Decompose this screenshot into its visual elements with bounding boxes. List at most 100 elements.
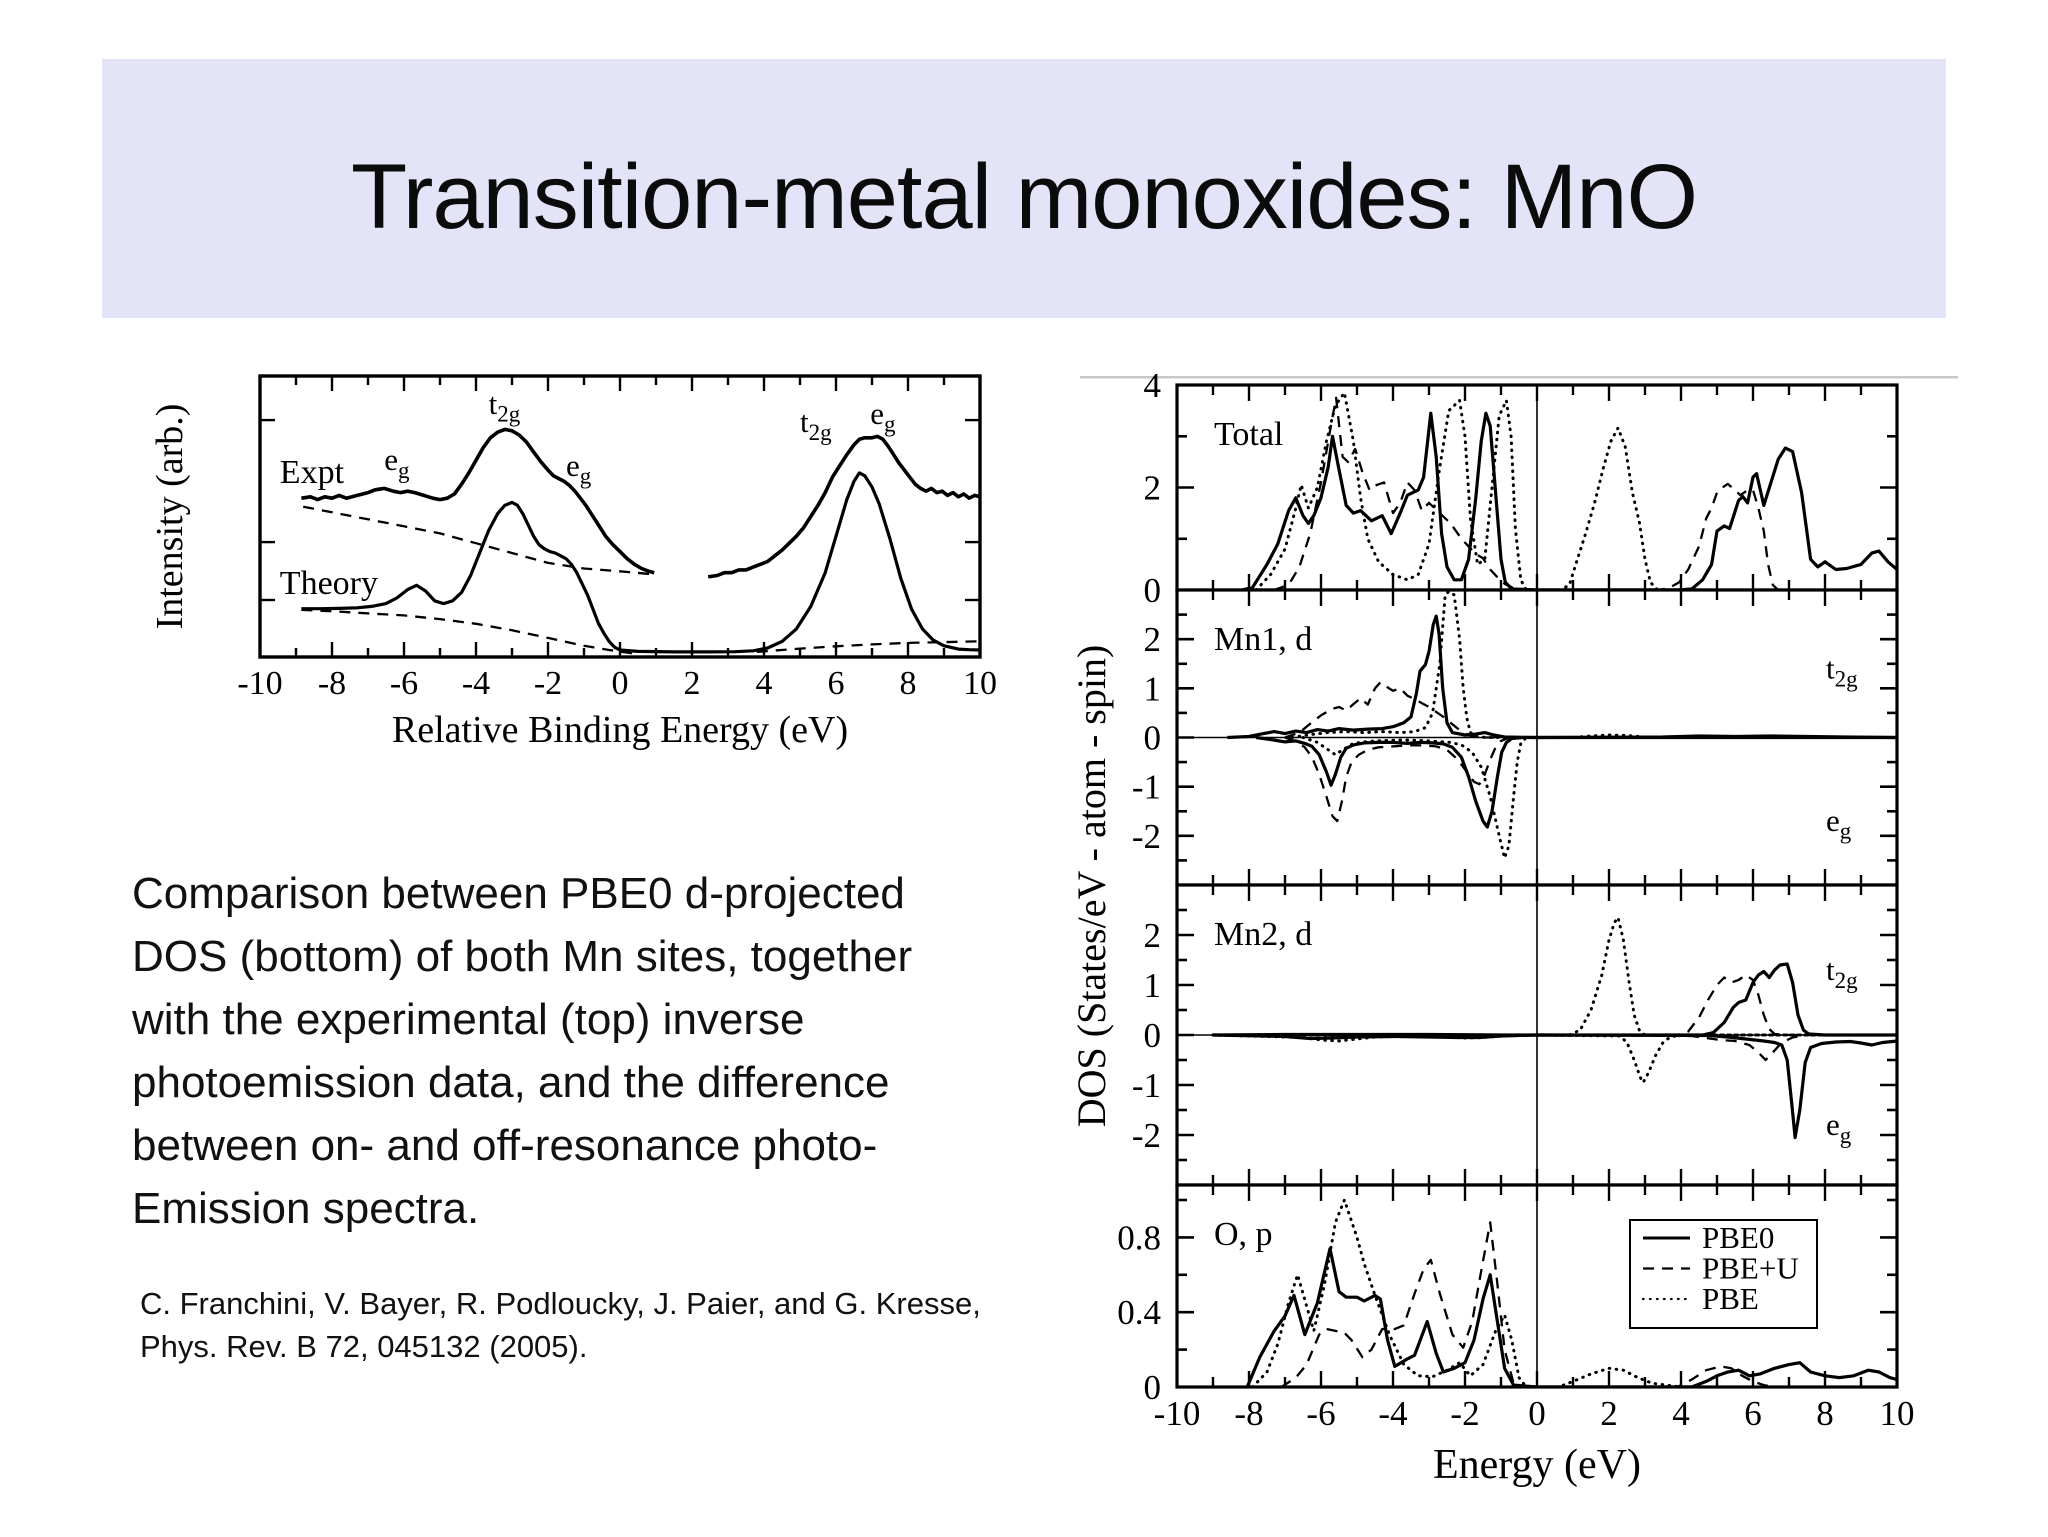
series-theory-background	[301, 608, 635, 655]
x-tick-label: 0	[1528, 1394, 1546, 1433]
dos-figure: 0 2 4 Total -2 -1 0 1 2 Mn1, d t2g eg -2 -1 0 1 2 Mn2, d t…	[1069, 362, 1980, 1537]
x-tick-label: -4	[462, 665, 490, 702]
ipes-plot: -10 -8 -6 -4 -2 0 2 4 6 8 10 Relative Binding Energ…	[149, 374, 997, 751]
series-mn1-pbeu-up	[1284, 681, 1896, 739]
x-tick-label: 8	[1816, 1394, 1834, 1433]
series-theory	[301, 471, 979, 654]
series-mn1-pbeu-down	[1284, 736, 1896, 823]
x-tick-label: -6	[390, 665, 418, 702]
x-tick-label: 2	[684, 665, 701, 702]
y-tick-label: 2	[1144, 620, 1162, 659]
plot-frame	[258, 374, 982, 659]
x-tick-label: -6	[1306, 1394, 1335, 1433]
series-mn1-pbe-up	[1290, 591, 1896, 739]
x-tick-label: 2	[1600, 1394, 1618, 1433]
panel-label: Mn2, d	[1214, 916, 1312, 953]
panel-label: Total	[1214, 416, 1283, 453]
y-tick-label: -1	[1132, 768, 1161, 807]
series-expt-background	[302, 505, 651, 576]
x-tick-label: -8	[1234, 1394, 1263, 1433]
figure-label: eg	[1826, 1107, 1852, 1148]
x-tick-label: 8	[900, 665, 917, 702]
figure-label: t2g	[489, 386, 521, 427]
x-tick-label: 6	[828, 665, 845, 702]
x-tick-label: -4	[1378, 1394, 1407, 1433]
curves	[1241, 391, 1896, 589]
x-ticks	[1175, 885, 1899, 1185]
y-tick-label: -2	[1132, 817, 1161, 856]
y-tick-label: 1	[1144, 966, 1162, 1005]
series-mn2-pbe-up	[1211, 916, 1896, 1037]
dos-plot: 0 2 4 Total -2 -1 0 1 2 Mn1, d t2g eg -2 -1 0 1 2 Mn2, d t…	[1069, 366, 1958, 1488]
panel-label: O, p	[1214, 1216, 1273, 1253]
y-tick-label: 1	[1144, 669, 1162, 708]
page-title: Transition-metal monoxides: MnO	[350, 146, 1698, 248]
x-tick-label: -2	[534, 665, 562, 702]
y-tick-label: -1	[1132, 1066, 1161, 1105]
caption-text: Comparison between PBE0 d-projected DOS …	[132, 869, 913, 1233]
ipes-figure-svg: -10 -8 -6 -4 -2 0 2 4 6 8 10 Relative Binding Energ…	[149, 374, 997, 751]
figure-label: eg	[1826, 803, 1852, 844]
series-theory-background-right	[756, 640, 979, 654]
legend-label: PBE+U	[1702, 1251, 1799, 1286]
series-expt-right	[707, 434, 979, 579]
figure-label: eg	[384, 442, 410, 483]
y-axis-title: DOS (States/eV - atom - spin)	[1070, 645, 1114, 1128]
panel-total: 0 2 4 Total	[1144, 366, 1899, 610]
y-ticks	[260, 418, 980, 602]
curves	[1245, 1198, 1896, 1386]
x-tick-label: -2	[1450, 1394, 1479, 1433]
x-ticks	[1175, 385, 1899, 590]
legend-label: PBE	[1702, 1281, 1759, 1316]
x-tick-label: 4	[1672, 1394, 1690, 1433]
y-tick-label: 0	[1144, 1368, 1162, 1407]
series-mn1-pbe0-down	[1255, 735, 1896, 829]
y-tick-label: 0.4	[1117, 1293, 1161, 1332]
y-tick-label: -2	[1132, 1116, 1161, 1155]
series-mn1-pbe-down	[1301, 736, 1896, 860]
series-op-pbe	[1251, 1198, 1896, 1386]
panel-label: Mn1, d	[1214, 621, 1312, 658]
ipes-figure: -10 -8 -6 -4 -2 0 2 4 6 8 10 Relative Binding Energ…	[118, 352, 1038, 772]
figure-label: t2g	[800, 404, 832, 445]
x-ticks	[258, 376, 982, 657]
top-rule	[1080, 376, 1958, 379]
x-tick-label: -8	[318, 665, 346, 702]
figure-label: t2g	[1826, 952, 1858, 993]
figure-label: eg	[870, 396, 896, 437]
figure-label: t2g	[1826, 651, 1858, 692]
y-tick-label: 0	[1144, 1016, 1162, 1055]
x-axis-title: Relative Binding Energy (eV)	[392, 709, 848, 751]
x-tick-label: 0	[612, 665, 629, 702]
curves	[301, 427, 979, 655]
y-tick-label: 4	[1144, 366, 1162, 405]
y-tick-label: 2	[1144, 469, 1162, 508]
y-tick-label: 0	[1144, 571, 1162, 610]
x-tick-label: 10	[963, 665, 997, 702]
x-tick-label: 6	[1744, 1394, 1762, 1433]
x-tick-label: 4	[756, 665, 773, 702]
y-tick-label: 0.8	[1117, 1218, 1161, 1257]
y-ticks	[1177, 1198, 1897, 1389]
series-mn2-pbeu-up	[1213, 973, 1896, 1037]
x-axis-title: Energy (eV)	[1433, 1442, 1641, 1488]
x-tick-label: -10	[237, 665, 282, 702]
dos-figure-svg: 0 2 4 Total -2 -1 0 1 2 Mn1, d t2g eg -2 -1 0 1 2 Mn2, d t…	[1069, 366, 1958, 1488]
y-axis-title: Intensity (arb.)	[149, 404, 191, 630]
figure-label: Expt	[280, 454, 345, 491]
citation: C. Franchini, V. Bayer, R. Podloucky, J.…	[140, 1286, 981, 1364]
y-tick-label: 2	[1144, 916, 1162, 955]
panel-mn1-d: -2 -1 0 1 2 Mn1, d t2g eg	[1132, 588, 1899, 887]
y-ticks	[1177, 613, 1897, 862]
title-banner: Transition-metal monoxides: MnO	[102, 59, 1946, 318]
series-expt	[301, 427, 655, 575]
legend-label: PBE0	[1702, 1220, 1774, 1255]
series-total-pbeu	[1273, 396, 1896, 589]
curves	[1211, 916, 1896, 1140]
panel-mn2-d: -2 -1 0 1 2 Mn2, d t2g eg	[1132, 883, 1899, 1187]
figure-label: Theory	[280, 565, 378, 602]
y-tick-label: 0	[1144, 719, 1162, 758]
